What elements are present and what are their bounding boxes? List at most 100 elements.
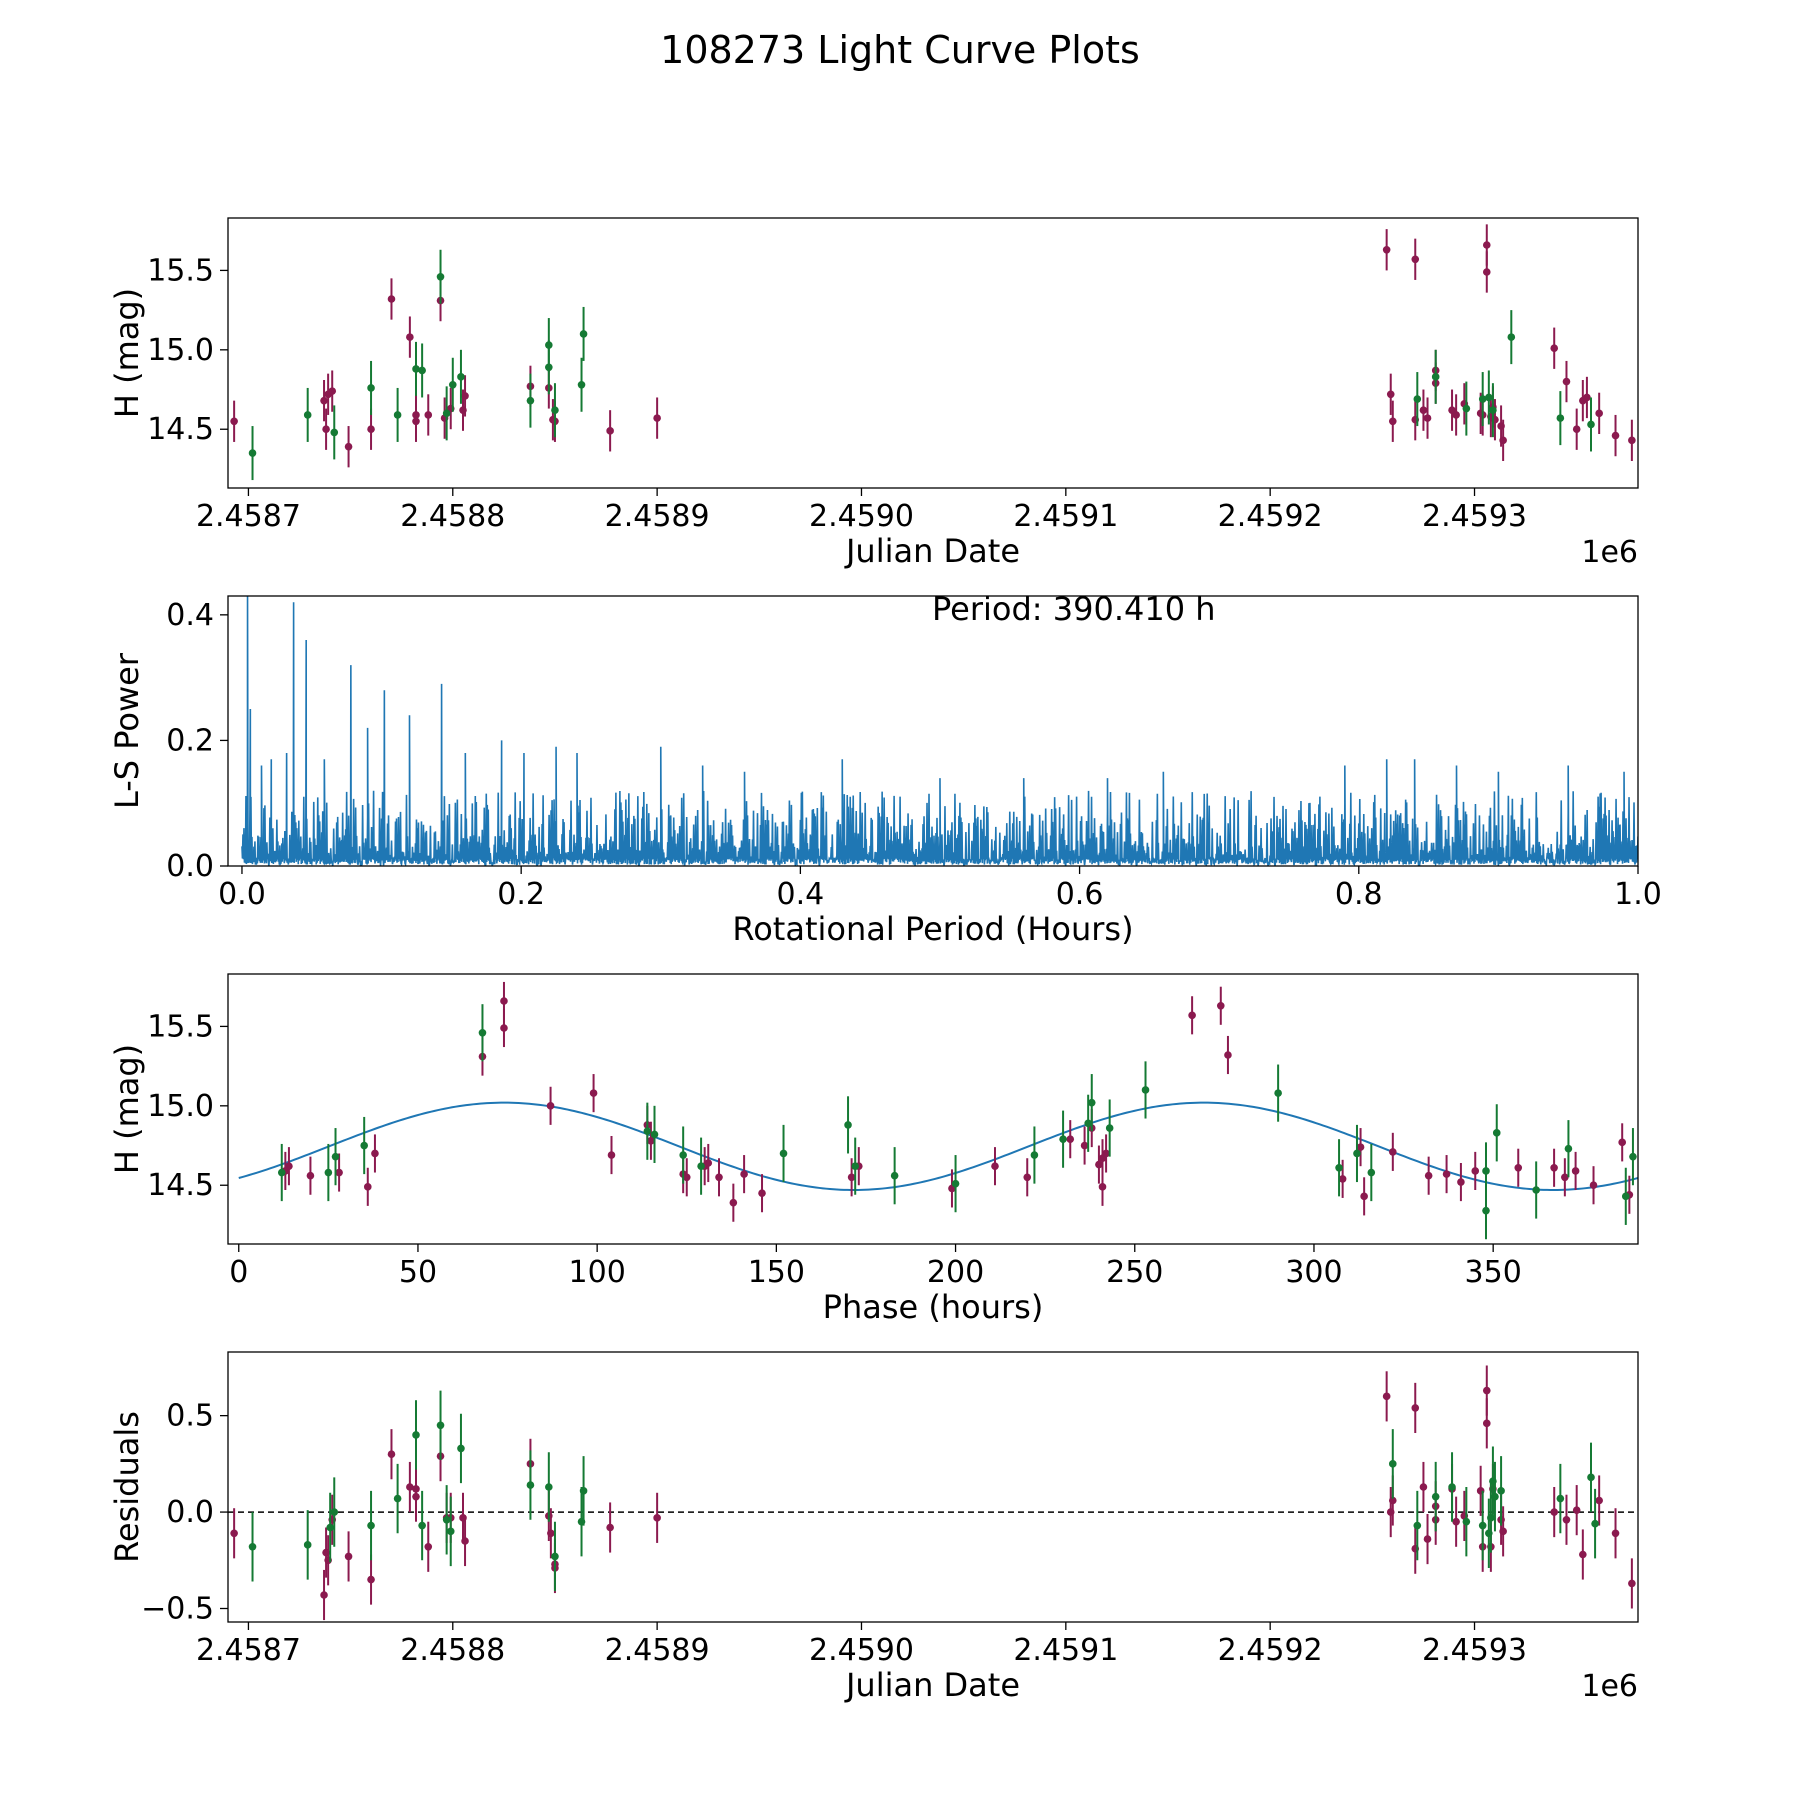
data-point	[729, 1198, 738, 1207]
data-point	[367, 425, 375, 434]
data-point	[847, 1173, 856, 1182]
data-point	[1066, 1135, 1075, 1143]
data-point	[1591, 1519, 1599, 1528]
data-point	[442, 409, 451, 418]
y-axis-label: H (mag)	[108, 1044, 146, 1174]
data-point	[1595, 409, 1603, 418]
data-point	[653, 1514, 661, 1522]
data-point	[1562, 1515, 1571, 1524]
data-point	[326, 1523, 334, 1532]
data-point	[1411, 255, 1420, 264]
data-point	[412, 1431, 420, 1439]
y-tick-label: 14.5	[147, 412, 214, 447]
x-offset-label: 1e6	[1581, 1669, 1638, 1704]
data-point	[1492, 1129, 1501, 1137]
data-point	[1583, 393, 1591, 402]
data-point	[779, 1149, 788, 1158]
y-tick-label: 0.0	[166, 849, 214, 884]
data-point	[740, 1170, 748, 1178]
x-tick-label: 350	[1465, 1255, 1522, 1290]
x-tick-label: 0	[229, 1255, 248, 1290]
y-tick-label: 0.4	[166, 598, 214, 633]
y-tick-label: 15.5	[147, 1009, 214, 1044]
data-point	[547, 1529, 555, 1538]
light-curve-panel: 2.4587 2.4588 2.4589 2.4590 2.4591 2.4592 2.45…	[108, 217, 1639, 570]
data-point	[1224, 1051, 1232, 1059]
data-point	[643, 1127, 652, 1136]
periodogram-plot-area	[241, 596, 1638, 866]
data-point	[1216, 1001, 1225, 1010]
data-point	[393, 1494, 402, 1503]
x-tick-label: 2.4591	[1013, 499, 1118, 534]
data-point	[344, 442, 353, 451]
data-point	[1499, 1527, 1507, 1536]
data-point	[890, 1171, 899, 1180]
data-point	[1388, 1460, 1397, 1468]
period-annotation: Period: 390.410 h	[932, 590, 1216, 628]
data-point	[412, 365, 420, 373]
data-point	[406, 333, 414, 341]
data-point	[551, 406, 559, 414]
light-curve-series-green	[248, 249, 1595, 481]
x-tick-label: 2.4591	[1013, 1633, 1118, 1668]
data-point	[1572, 425, 1581, 434]
data-point	[1419, 1483, 1428, 1491]
x-axis-label: Julian Date	[844, 1666, 1020, 1704]
data-point	[248, 449, 257, 457]
data-point	[653, 414, 661, 422]
x-tick-label: 1.0	[1614, 877, 1662, 912]
data-point	[1087, 1098, 1096, 1107]
data-point	[1452, 411, 1460, 419]
data-point	[1462, 404, 1471, 413]
x-tick-label: 0.6	[1056, 877, 1104, 912]
x-axis-label: Rotational Period (Hours)	[732, 910, 1133, 948]
data-point	[606, 427, 614, 435]
data-point	[1431, 373, 1440, 381]
x-tick-label: 2.4588	[400, 1633, 505, 1668]
data-point	[1080, 1141, 1089, 1150]
data-point	[457, 1444, 465, 1453]
data-point	[1482, 241, 1491, 249]
data-point	[1629, 1152, 1637, 1161]
data-point	[367, 384, 375, 392]
data-point	[1386, 390, 1395, 399]
y-axis-label: Residuals	[108, 1411, 146, 1563]
data-point	[436, 1421, 445, 1430]
data-point	[1487, 1514, 1495, 1522]
data-point	[1482, 1206, 1490, 1215]
x-tick-label: 100	[569, 1255, 626, 1290]
data-point	[991, 1162, 999, 1170]
data-point	[1556, 1494, 1565, 1503]
data-point	[1561, 1173, 1569, 1182]
data-point	[1442, 1170, 1451, 1178]
data-point	[545, 1483, 553, 1491]
data-point	[579, 1487, 588, 1495]
data-point	[1452, 1517, 1460, 1526]
data-point	[1482, 1386, 1491, 1395]
y-tick-label: 15.0	[147, 333, 214, 368]
data-point	[1462, 1517, 1471, 1526]
data-point	[1423, 414, 1432, 422]
x-tick-label: 2.4588	[400, 499, 505, 534]
data-point	[551, 1552, 559, 1561]
data-point	[1497, 1487, 1505, 1495]
x-tick-label: 2.4589	[605, 499, 710, 534]
x-tick-label: 2.4592	[1218, 1633, 1323, 1668]
data-point	[526, 1481, 535, 1489]
residuals-series-green	[248, 1390, 1599, 1592]
data-point	[303, 1541, 312, 1549]
x-tick-label: 2.4589	[605, 1633, 710, 1668]
data-point	[335, 1168, 343, 1177]
periodogram-line	[241, 596, 1638, 866]
phase-fold-series-green	[277, 1004, 1637, 1240]
y-axis-label: L-S Power	[108, 652, 146, 809]
data-point	[715, 1173, 723, 1182]
x-tick-label: 2.4593	[1422, 1633, 1527, 1668]
data-point	[545, 341, 553, 349]
data-point	[1105, 1124, 1114, 1132]
data-point	[1489, 406, 1497, 414]
data-point	[1514, 1163, 1523, 1172]
data-point	[285, 1162, 293, 1170]
x-axis-label: Julian Date	[844, 532, 1020, 570]
